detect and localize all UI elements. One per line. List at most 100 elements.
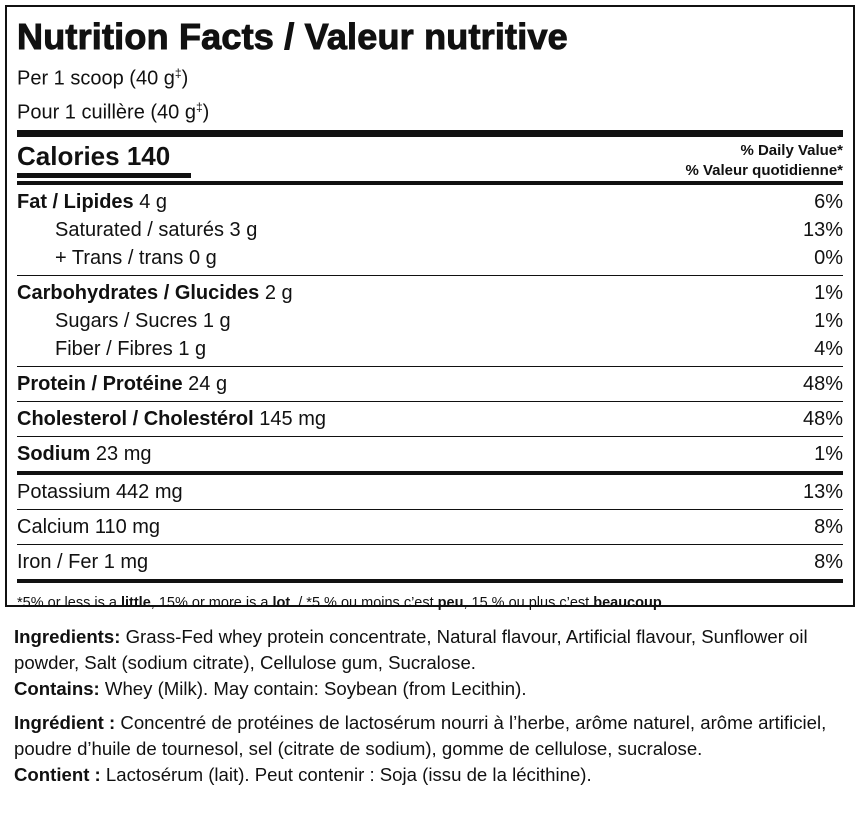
rule <box>17 471 843 476</box>
nutrient-row: Fiber / Fibres 1 g 4% <box>17 335 843 363</box>
rule <box>17 181 843 186</box>
ingredient-paragraph: Contains: Whey (Milk). May contain: Soyb… <box>14 676 856 702</box>
nutrient-amount: 110 mg <box>94 516 161 539</box>
nutrient-dv: 8% <box>814 516 843 539</box>
nutrient-dv: 8% <box>814 551 843 574</box>
nutrient-dv: 0% <box>814 247 843 270</box>
nutrition-label: Nutrition Facts / Valeur nutritive Per 1… <box>5 5 855 611</box>
dv-heading-line: % Valeur quotidienne* <box>685 162 843 180</box>
calories-label: Calories <box>17 141 120 172</box>
serving-mark: ‡ <box>195 99 203 114</box>
footnote-text: , 15 % ou plus c’est <box>463 595 594 612</box>
nutrient-amount: 145 mg <box>259 408 326 431</box>
dv-heading-line: % Daily Value* <box>740 142 843 160</box>
nutrient-row: Protein / Protéine 24 g 48% <box>17 370 843 398</box>
ingredient-label: Ingredients: <box>14 626 121 647</box>
nutrient-amount: 0 g <box>188 247 217 270</box>
ingredient-text: Lactosérum (lait). Peut contenir : Soja … <box>105 764 592 785</box>
footnote-text: little <box>120 595 151 612</box>
rule <box>17 436 843 438</box>
nutrient-group: Fat / Lipides 4 g 6% Saturated / saturés … <box>17 185 843 275</box>
rule <box>17 275 843 277</box>
nutrient-row: Cholesterol / Cholestérol 145 mg 48% <box>17 405 843 433</box>
nutrient-name: Protein / Protéine <box>17 373 183 396</box>
nutrient-dv: 1% <box>814 310 843 333</box>
nutrient-row: Sugars / Sucres 1 g 1% <box>17 307 843 335</box>
nutrient-row: Sodium 23 mg 1% <box>17 440 843 468</box>
ingredients: Ingredients: Grass-Fed whey protein conc… <box>14 624 856 788</box>
ingredient-label: Contains: <box>14 678 100 699</box>
nutrient-name: Iron / Fer <box>17 551 99 574</box>
nutrient-name: Potassium <box>17 481 111 504</box>
nutrient-name: Cholesterol / Cholestérol <box>17 408 254 431</box>
nutrient-amount: 2 g <box>264 282 293 305</box>
serving-mark: ‡ <box>174 66 182 80</box>
nutrient-row: + Trans / trans 0 g 0% <box>17 244 843 272</box>
nutrient-name: Sodium <box>17 443 91 466</box>
ingredient-paragraph: Ingrédient : Concentré de protéines de l… <box>14 710 856 762</box>
nutrient-name: Fiber / Fibres <box>55 338 173 361</box>
nutrient-group: Calcium 110 mg 8% <box>17 510 843 544</box>
nutrient-name: Saturated / saturés <box>55 219 224 242</box>
rule <box>17 130 843 138</box>
footnote-text: lot <box>272 595 291 612</box>
calories-text: Calories 140 <box>17 141 170 172</box>
nutrient-name: Fat / Lipides <box>17 191 134 214</box>
footnote: *5% or less is a little, 15% or more is … <box>17 583 843 623</box>
nutrient-row: Potassium 442 mg 13% <box>17 478 843 506</box>
serving: Per 1 scoop (40 g‡) <box>17 59 843 93</box>
nutrient-amount: 1 mg <box>103 551 149 574</box>
serving-end: ) <box>181 67 189 90</box>
rule <box>17 366 843 368</box>
ingredient-paragraph: Contient : Lactosérum (lait). Peut conte… <box>14 762 856 788</box>
nutrient-dv: 6% <box>814 191 843 214</box>
nutrient-name: + Trans / trans <box>55 247 184 270</box>
rule <box>17 509 843 511</box>
footnote-text: , 15% or more is a <box>150 595 273 612</box>
nutrient-group: Cholesterol / Cholestérol 145 mg 48% <box>17 402 843 436</box>
dv-heading: % Daily Value* % Valeur quotidienne* <box>685 141 843 181</box>
serving-end: ) <box>202 101 210 124</box>
calories-amount: 140 <box>126 141 171 172</box>
nutrient-dv: 48% <box>802 373 843 396</box>
nutrient-dv: 13% <box>802 219 843 242</box>
nutrient-group: Carbohydrates / Glucides 2 g 1% Sugars / … <box>17 276 843 366</box>
nutrient-amount: 1 g <box>202 310 231 333</box>
nutrient-amount: 442 mg <box>115 481 183 504</box>
nutrient-dv: 13% <box>802 481 843 504</box>
nutrient-row: Saturated / saturés 3 g 13% <box>17 216 843 244</box>
nutrient-amount: 1 g <box>178 338 207 361</box>
footnote-text: beaucoup <box>593 595 662 612</box>
ingredient-paragraph: Ingredients: Grass-Fed whey protein conc… <box>14 624 856 676</box>
nutrient-dv: 1% <box>814 282 843 305</box>
label-title: Nutrition Facts / Valeur nutritive <box>17 16 569 58</box>
ingredient-label: Ingrédient : <box>14 712 116 733</box>
ingredient-label: Contient : <box>14 764 101 785</box>
nutrient-amount: 4 g <box>139 191 168 214</box>
nutrient-amount: 23 mg <box>95 443 152 466</box>
nutrient-group: Potassium 442 mg 13% <box>17 475 843 509</box>
nutrient-group: Protein / Protéine 24 g 48% <box>17 367 843 401</box>
rule <box>17 579 843 584</box>
nutrient-dv: 1% <box>814 443 843 466</box>
nutrient-row: Carbohydrates / Glucides 2 g 1% <box>17 279 843 307</box>
serving-text: Per 1 scoop (40 g <box>17 67 175 90</box>
rule <box>17 173 191 179</box>
footnote-text: peu <box>437 595 464 612</box>
nutrient-row: Calcium 110 mg 8% <box>17 513 843 541</box>
nutrient-amount: 3 g <box>229 219 258 242</box>
nutrient-amount: 24 g <box>188 373 228 396</box>
ingredient-text: Concentré de protéines de lactosérum nou… <box>14 712 827 759</box>
nutrient-row: Iron / Fer 1 mg 8% <box>17 548 843 576</box>
footnote-text: *5% or less is a <box>17 595 121 612</box>
nutrient-name: Sugars / Sucres <box>55 310 198 333</box>
ingredient-text: Whey (Milk). May contain: Soybean (from … <box>104 678 527 699</box>
nutrient-row: Fat / Lipides 4 g 6% <box>17 188 843 216</box>
nutrient-name: Calcium <box>17 516 90 539</box>
ingredient-text: Grass-Fed whey protein concentrate, Natu… <box>14 626 808 673</box>
nutrient-group: Iron / Fer 1 mg 8% <box>17 545 843 579</box>
nutrient-group: Sodium 23 mg 1% <box>17 437 843 471</box>
footnote-text: . <box>661 595 666 612</box>
serving-text: Pour 1 cuillère (40 g <box>17 101 196 124</box>
